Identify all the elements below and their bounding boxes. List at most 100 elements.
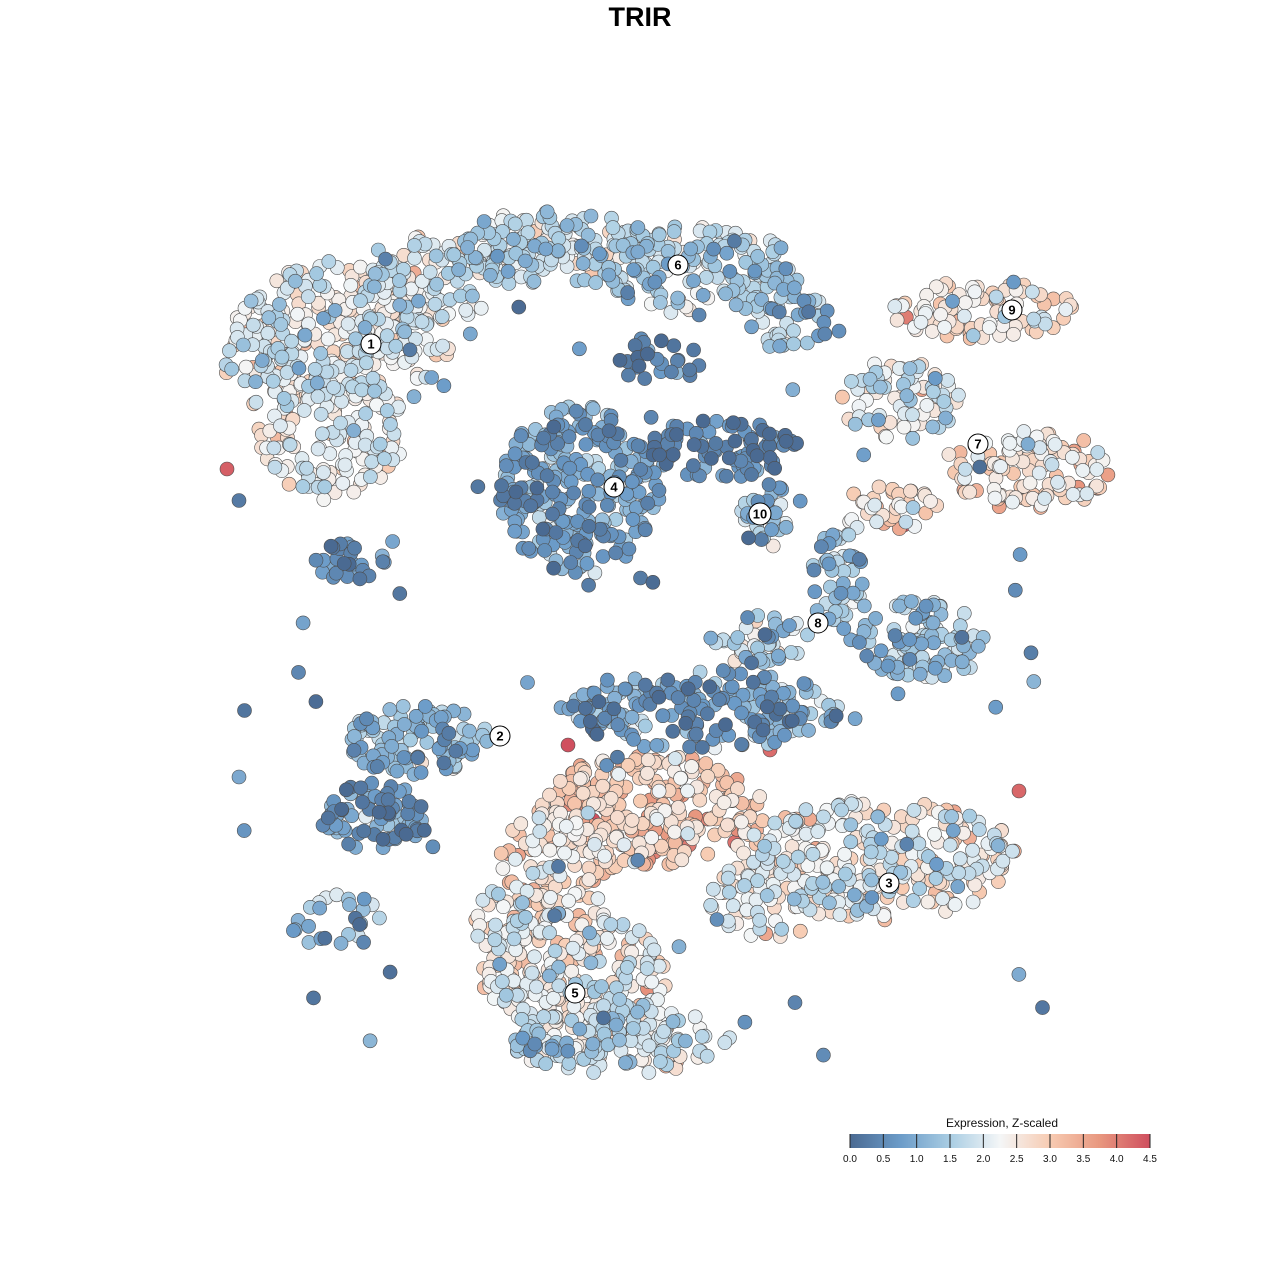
cell-point <box>560 1043 576 1059</box>
cell-point <box>1012 547 1028 562</box>
cell-point <box>538 241 554 257</box>
cell-point <box>428 248 444 264</box>
cluster-label-text: 7 <box>974 437 981 452</box>
cell-point <box>631 923 647 939</box>
cell-point <box>608 1017 624 1033</box>
cell-point <box>296 403 312 418</box>
cell-point <box>833 585 849 601</box>
cell-point <box>308 694 324 709</box>
cell-point <box>267 459 283 475</box>
cell-point <box>644 830 660 845</box>
cell-point <box>1025 284 1040 300</box>
cell-point <box>1079 486 1095 502</box>
cell-point <box>334 801 349 817</box>
cell-point <box>810 824 826 839</box>
cell-point <box>745 674 761 690</box>
cell-point <box>633 793 648 809</box>
cell-point <box>587 837 602 852</box>
cell-point <box>651 689 667 705</box>
cell-point <box>935 891 950 906</box>
cell-point <box>398 826 414 842</box>
cell-point <box>730 630 746 645</box>
cell-point <box>494 974 510 989</box>
cell-point <box>601 267 617 283</box>
cell-point <box>572 771 588 787</box>
legend-tick-label: 1.0 <box>910 1154 924 1165</box>
cell-point <box>630 244 646 260</box>
cell-point <box>323 538 339 554</box>
cell-point <box>744 319 759 335</box>
cell-point <box>375 554 391 570</box>
cell-point <box>899 388 915 404</box>
cell-point <box>326 380 341 395</box>
cell-point <box>928 871 944 886</box>
cell-point <box>552 832 567 848</box>
cell-point <box>695 287 711 303</box>
cell-point <box>686 437 702 453</box>
cell-point <box>666 338 682 354</box>
cell-point <box>396 717 412 732</box>
cell-point <box>646 942 662 958</box>
cell-point <box>320 331 336 347</box>
cell-point <box>933 307 948 322</box>
cell-point <box>465 742 480 758</box>
cell-point <box>575 256 591 271</box>
cluster-label-7: 7 <box>967 433 989 455</box>
cell-point <box>641 1065 657 1080</box>
cell-point <box>778 261 794 277</box>
cell-point <box>357 320 373 335</box>
cell-point <box>640 495 656 511</box>
cell-point <box>734 737 749 752</box>
cell-point <box>591 694 607 710</box>
cell-point <box>282 437 298 453</box>
cell-point <box>551 859 566 874</box>
cell-point <box>843 817 859 833</box>
cell-point <box>327 303 343 318</box>
cell-point <box>448 743 464 759</box>
cell-point <box>905 407 920 423</box>
cell-point <box>815 874 831 890</box>
cell-point <box>371 804 387 820</box>
cell-point <box>740 610 755 625</box>
cell-point <box>617 681 633 697</box>
cell-point <box>507 851 523 867</box>
cluster-label-10: 10 <box>748 502 772 526</box>
legend-tick-label: 0.5 <box>876 1154 890 1165</box>
cell-point <box>547 908 562 924</box>
cell-point <box>316 311 331 326</box>
cluster-label-2: 2 <box>489 725 511 747</box>
cell-point <box>1026 311 1041 327</box>
cell-point <box>834 802 849 818</box>
cell-point <box>718 286 733 302</box>
cluster-label-text: 1 <box>367 337 374 352</box>
cell-point <box>873 643 889 659</box>
cell-point <box>1006 326 1021 342</box>
cell-point <box>653 333 669 349</box>
cell-point <box>925 615 941 631</box>
cell-point <box>605 220 621 235</box>
cell-point <box>372 910 387 926</box>
cell-point <box>618 1055 633 1070</box>
cell-point <box>640 765 655 781</box>
cell-point <box>395 699 411 714</box>
cell-point <box>273 418 288 434</box>
cell-point <box>295 615 311 631</box>
cell-point <box>460 240 475 255</box>
cell-point <box>938 410 953 426</box>
cell-point <box>788 813 803 829</box>
cell-point <box>610 749 625 765</box>
cell-point <box>274 349 290 365</box>
cell-point <box>451 262 467 278</box>
cell-point <box>667 751 683 766</box>
cell-point <box>276 391 292 406</box>
cell-point <box>1006 274 1021 290</box>
cell-point <box>864 890 880 905</box>
cell-point <box>660 672 676 688</box>
cell-point <box>582 925 597 941</box>
cell-point <box>772 701 788 717</box>
cell-point <box>367 266 383 282</box>
cell-point <box>388 338 404 354</box>
cell-point <box>306 990 321 1006</box>
cell-point <box>670 800 686 815</box>
cell-point <box>357 437 373 453</box>
